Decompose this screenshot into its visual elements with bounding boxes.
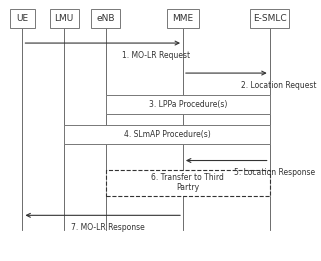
Bar (64, 125, 270, 144)
Text: 5. Location Response: 5. Location Response (234, 168, 316, 177)
Text: 1. MO-LR Request: 1. MO-LR Request (122, 51, 190, 60)
Text: LMU: LMU (55, 14, 74, 23)
Bar (106, 95, 270, 114)
Text: eNB: eNB (97, 14, 115, 23)
Bar (91, 9, 120, 28)
Text: 7. MO-LR Response: 7. MO-LR Response (71, 223, 144, 232)
Bar (167, 9, 199, 28)
Text: 2. Location Request: 2. Location Request (241, 81, 316, 90)
Text: E-SMLC: E-SMLC (253, 14, 286, 23)
Text: 4. SLmAP Procedure(s): 4. SLmAP Procedure(s) (124, 130, 210, 139)
Bar (50, 9, 79, 28)
Text: 6. Transfer to Third
Partry: 6. Transfer to Third Partry (151, 173, 224, 192)
Text: MME: MME (172, 14, 194, 23)
Bar (106, 170, 270, 196)
Bar (10, 9, 35, 28)
Bar (250, 9, 289, 28)
Text: 3. LPPa Procedure(s): 3. LPPa Procedure(s) (149, 100, 227, 109)
Text: UE: UE (16, 14, 29, 23)
